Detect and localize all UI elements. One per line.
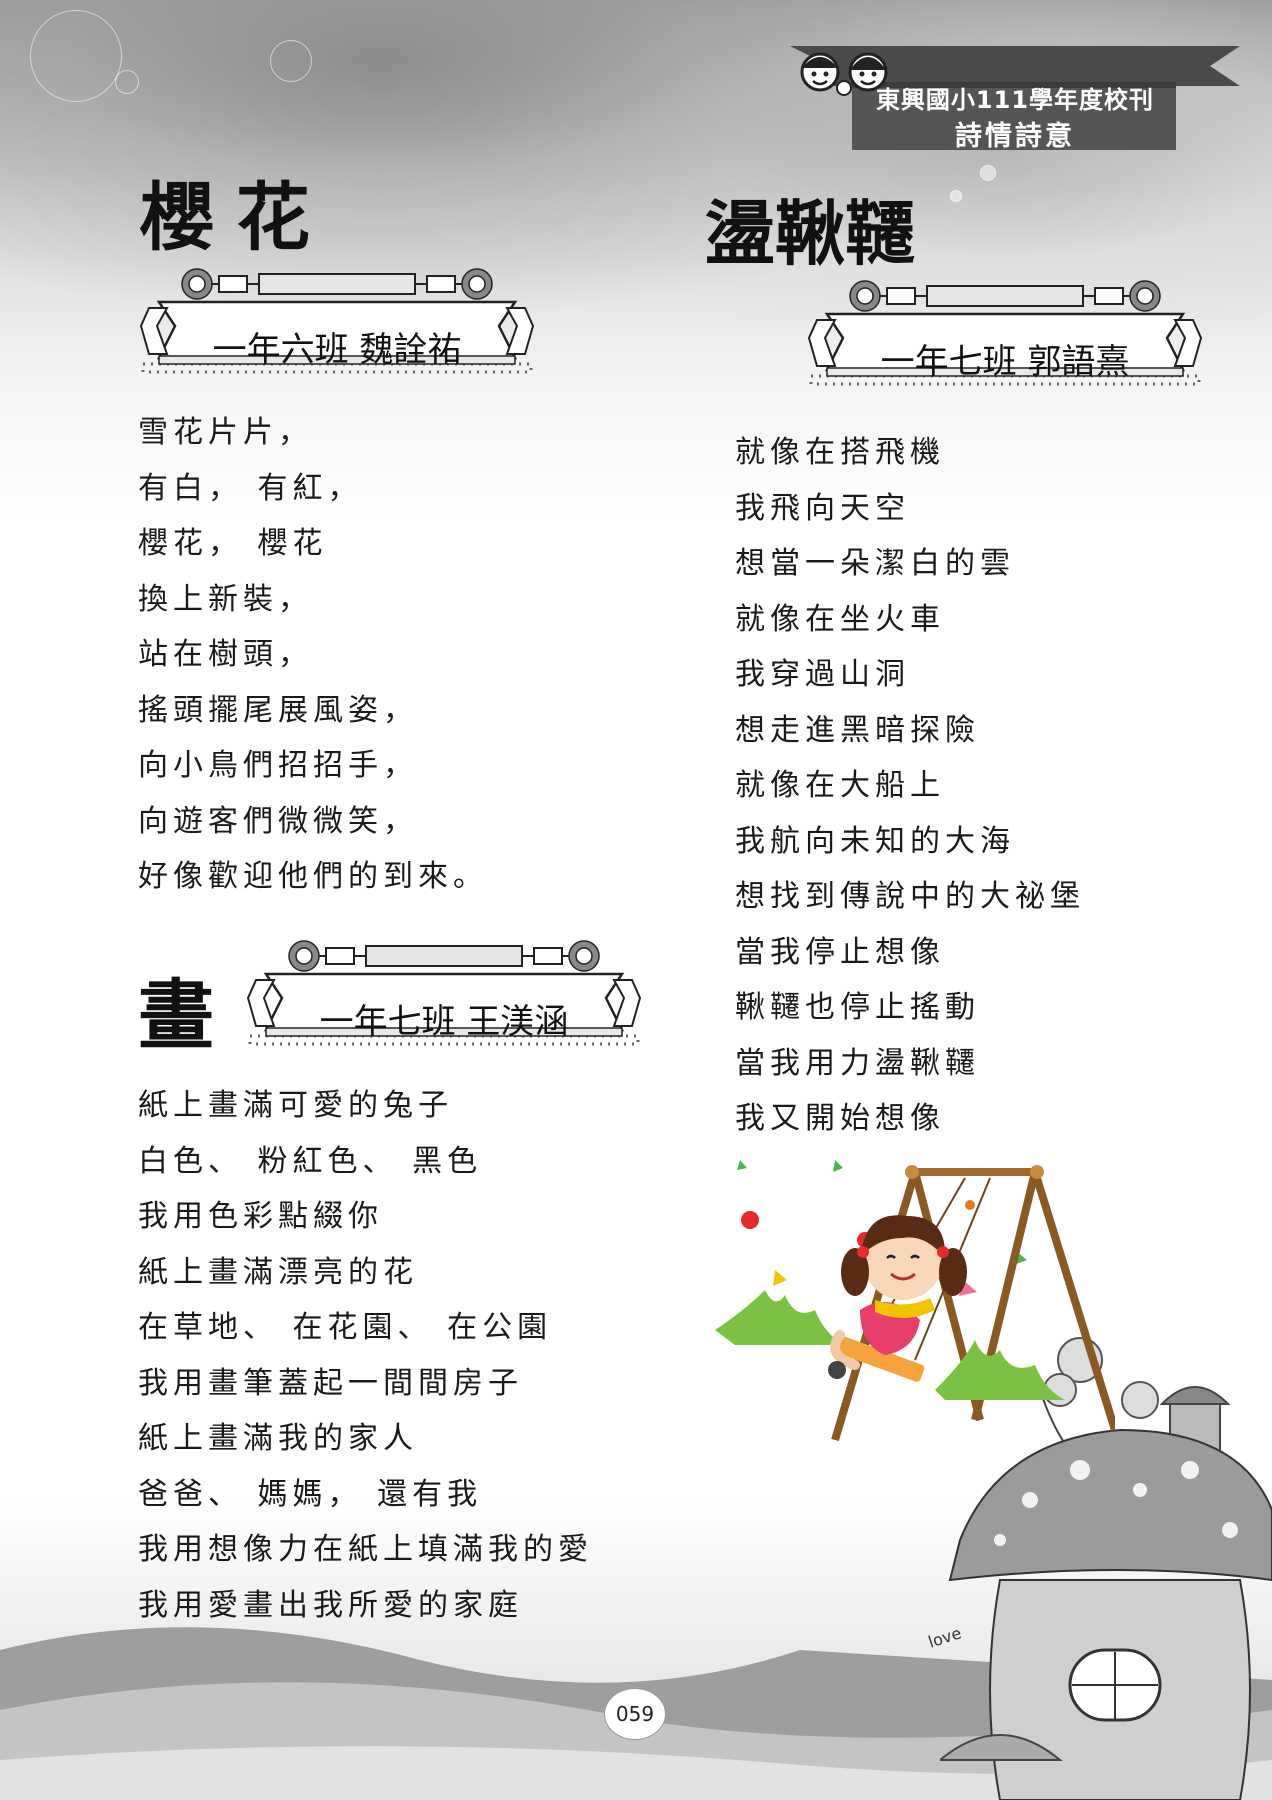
- flower-icon: [461, 268, 493, 300]
- poem-line: 我穿過山洞: [735, 657, 910, 692]
- mushroom-house-illustration: [940, 1337, 1272, 1800]
- poem-line: 想找到傳說中的大祕堡: [735, 879, 1085, 914]
- poem-line: 換上新裝，: [138, 581, 313, 617]
- poem-line: 我用畫筆蓋起一間間房子: [138, 1365, 523, 1401]
- poem-body-cherry-blossom: 雪花片片， 有白， 有紅， 櫻花， 櫻花 換上新裝， 站在樹頭， 搖頭擺尾展風姿…: [138, 405, 488, 905]
- poem-line: 當我停止想像: [735, 934, 945, 970]
- author-ribbon-swing: 一年七班 郭語熹: [805, 280, 1205, 395]
- flower-icon: [849, 280, 881, 312]
- header-banner: 東興國小111學年度校刊 詩情詩意: [790, 42, 1240, 152]
- poem-line: 在草地、 在花園、 在公園: [138, 1310, 553, 1345]
- bokeh-decoration: [950, 190, 962, 202]
- poem-line: 紙上畫滿我的家人: [138, 1421, 418, 1456]
- author-name: 一年七班 郭語熹: [880, 342, 1130, 382]
- poem-line: 鞦韆也停止搖動: [735, 990, 980, 1025]
- flower-icon: [1129, 280, 1161, 312]
- poem-line: 櫻花， 櫻花: [138, 526, 328, 561]
- ribbon-shape: [807, 280, 1203, 386]
- section-title: 詩情詩意: [955, 121, 1075, 152]
- poem-line: 紙上畫滿漂亮的花: [138, 1254, 418, 1290]
- author-ribbon-cherry-blossom: 一年六班 魏詮祐: [137, 268, 537, 383]
- poem-line: 雪花片片，: [138, 415, 313, 450]
- poem-body-swing: 就像在搭飛機 我飛向天空 想當一朵潔白的雲 就像在坐火車 我穿過山洞 想走進黑暗…: [735, 425, 1085, 1147]
- poem-line: 白色、 粉紅色、 黑色: [138, 1143, 483, 1179]
- poem-line: 我用愛畫出我所愛的家庭: [138, 1587, 523, 1623]
- author-ribbon-drawing: 一年七班 王渼涵: [244, 940, 644, 1055]
- poem-title-swing: 盪鞦韆: [705, 192, 915, 275]
- flower-icon: [568, 940, 600, 972]
- poem-line: 站在樹頭，: [138, 637, 313, 672]
- kids-icon: [800, 52, 888, 96]
- poem-line: 好像歡迎他們的到來。: [138, 859, 488, 894]
- banner-shape: [790, 46, 1240, 150]
- poem-line: 我又開始想像: [735, 1101, 945, 1136]
- bokeh-decoration: [30, 10, 122, 102]
- poem-line: 我飛向天空: [735, 490, 910, 526]
- poem-line: 有白， 有紅，: [138, 470, 363, 506]
- poem-line: 想當一朵潔白的雲: [735, 546, 1015, 581]
- flower-icon: [288, 940, 320, 972]
- page-number: 059: [604, 1688, 666, 1740]
- school-name: 東興國小111學年度校刊: [875, 86, 1155, 114]
- poem-line: 我航向未知的大海: [735, 823, 1015, 859]
- author-name: 一年六班 魏詮祐: [212, 330, 462, 370]
- poem-line: 紙上畫滿可愛的兔子: [138, 1088, 453, 1123]
- poem-line: 爸爸、 媽媽， 還有我: [138, 1476, 483, 1512]
- bokeh-decoration: [980, 165, 996, 181]
- poem-line: 就像在搭飛機: [735, 435, 945, 470]
- ribbon-shape: [139, 268, 535, 374]
- bokeh-decoration: [270, 40, 312, 82]
- bokeh-decoration: [115, 70, 139, 94]
- author-name: 一年七班 王渼涵: [319, 1002, 569, 1042]
- girl-swing-illustration: [715, 1160, 1115, 1442]
- poem-line: 想走進黑暗探險: [735, 712, 980, 748]
- poem-line: 我用色彩點綴你: [138, 1199, 383, 1234]
- poem-title-drawing: 畫: [138, 971, 236, 1060]
- poem-line: 就像在坐火車: [735, 601, 945, 637]
- poem-line: 搖頭擺尾展風姿，: [138, 692, 418, 728]
- poem-line: 就像在大船上: [735, 768, 945, 803]
- poem-body-drawing: 紙上畫滿可愛的兔子 白色、 粉紅色、 黑色 我用色彩點綴你 紙上畫滿漂亮的花 在…: [138, 1078, 593, 1633]
- poem-title-cherry-blossom: 櫻花: [140, 175, 332, 261]
- poem-line: 向小鳥們招招手，: [138, 748, 418, 783]
- poem-line: 向遊客們微微笑，: [138, 803, 418, 839]
- poem-line: 當我用力盪鞦韆: [735, 1045, 980, 1081]
- poem-line: 我用想像力在紙上填滿我的愛: [138, 1532, 593, 1567]
- ribbon-shape: [246, 940, 642, 1046]
- flower-icon: [181, 268, 213, 300]
